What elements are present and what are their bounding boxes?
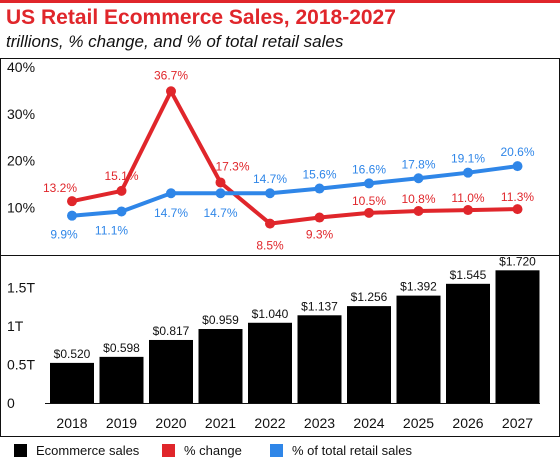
bar-2024 — [347, 306, 391, 403]
data-label-change: 10.8% — [401, 192, 435, 206]
line-y-tick-label: 20% — [7, 153, 35, 169]
x-tick-label: 2023 — [304, 415, 335, 431]
bar-value-label: $1.545 — [450, 268, 487, 282]
bar-2021 — [198, 329, 243, 403]
legend-label-change: % change — [184, 442, 242, 458]
bar-2022 — [248, 322, 292, 403]
data-label-share: 9.9% — [50, 228, 78, 242]
bar-value-label: $1.256 — [351, 290, 388, 304]
data-point-change — [116, 185, 127, 196]
bar-y-tick-label: 0 — [7, 395, 15, 411]
bar-value-label: $0.959 — [202, 313, 239, 327]
data-label-share: 19.1% — [451, 152, 485, 166]
data-point-share — [67, 210, 77, 221]
data-label-change: 8.5% — [256, 239, 284, 253]
legend-swatch-change — [162, 443, 175, 457]
data-point-change — [413, 205, 424, 216]
data-point-change — [166, 86, 176, 97]
legend-item-share: % of total retail sales — [270, 440, 412, 460]
legend: Ecommerce sales % change % of total reta… — [14, 440, 554, 464]
data-label-change: 17.3% — [215, 159, 249, 173]
data-label-share: 11.1% — [95, 223, 128, 237]
data-point-change — [67, 196, 77, 207]
x-tick-label: 2020 — [155, 415, 186, 431]
bar-2018 — [50, 362, 94, 403]
data-point-share — [166, 188, 176, 199]
data-label-change: 15.1% — [104, 169, 138, 183]
bar-2026 — [446, 283, 490, 403]
legend-label-ecommerce: Ecommerce sales — [36, 442, 140, 458]
data-point-change — [314, 212, 325, 223]
data-label-change: 11.0% — [451, 191, 484, 205]
data-label-share: 16.6% — [352, 162, 386, 176]
bar-2027 — [495, 270, 540, 403]
bar-2020 — [149, 339, 193, 403]
bar-value-label: $1.040 — [252, 307, 289, 321]
bar-value-label: $0.817 — [153, 324, 190, 338]
data-label-share: 17.8% — [401, 157, 435, 171]
data-label-share: 20.6% — [500, 145, 534, 159]
data-point-change — [463, 205, 473, 216]
bar-value-label: $0.520 — [54, 347, 91, 361]
data-label-share: 14.7% — [203, 206, 237, 220]
data-point-change — [265, 218, 275, 229]
bar-2023 — [297, 315, 342, 403]
data-label-share: 14.7% — [253, 172, 287, 186]
data-point-change — [215, 177, 226, 188]
bar-value-label: $0.598 — [103, 341, 140, 355]
data-point-share — [116, 206, 127, 217]
data-label-change: 10.5% — [352, 194, 386, 208]
legend-item-change: % change — [162, 440, 242, 460]
bar-2019 — [99, 356, 144, 403]
data-point-share — [314, 183, 325, 194]
bar-value-label: $1.720 — [499, 254, 536, 268]
chart-title: US Retail Ecommerce Sales, 2018-2027 — [6, 6, 396, 29]
legend-swatch-share — [270, 443, 283, 457]
data-point-share — [512, 161, 523, 172]
bar-y-tick-label: 1.5T — [7, 279, 35, 295]
x-tick-label: 2022 — [254, 415, 285, 431]
data-label-change: 11.3% — [501, 190, 534, 204]
bar-2025 — [396, 295, 441, 403]
top-accent-bar — [0, 0, 560, 3]
data-label-change: 9.3% — [306, 228, 334, 242]
x-tick-label: 2024 — [353, 415, 384, 431]
x-tick-label: 2019 — [106, 415, 137, 431]
data-point-share — [215, 188, 226, 199]
series-line-change — [70, 89, 520, 226]
data-point-change — [512, 204, 523, 215]
data-point-share — [364, 178, 374, 189]
chart-subtitle: trillions, % change, and % of total reta… — [6, 32, 344, 51]
bar-y-tick-label: 1T — [7, 318, 24, 334]
bar-value-label: $1.137 — [301, 299, 338, 313]
legend-swatch-ecommerce — [14, 443, 27, 457]
data-label-change: 36.7% — [154, 68, 188, 82]
data-point-change — [364, 207, 374, 218]
x-tick-label: 2027 — [502, 415, 533, 431]
data-point-share — [463, 167, 473, 178]
x-tick-label: 2018 — [56, 415, 87, 431]
line-y-tick-label: 40% — [7, 59, 35, 75]
data-label-share: 14.7% — [154, 206, 188, 220]
line-y-tick-label: 30% — [7, 106, 35, 122]
data-label-share: 15.6% — [302, 168, 336, 182]
legend-item-ecommerce: Ecommerce sales — [14, 440, 139, 460]
x-tick-label: 2026 — [452, 415, 483, 431]
x-tick-label: 2025 — [403, 415, 434, 431]
legend-label-share: % of total retail sales — [292, 442, 412, 458]
data-point-share — [413, 173, 424, 184]
bar-value-label: $1.392 — [400, 280, 437, 294]
bar-y-tick-label: 0.5T — [7, 356, 35, 372]
data-point-share — [265, 188, 275, 199]
x-tick-label: 2021 — [205, 415, 236, 431]
line-y-tick-label: 10% — [7, 199, 35, 215]
data-label-change: 13.2% — [43, 181, 77, 195]
series-line-share — [70, 164, 520, 218]
